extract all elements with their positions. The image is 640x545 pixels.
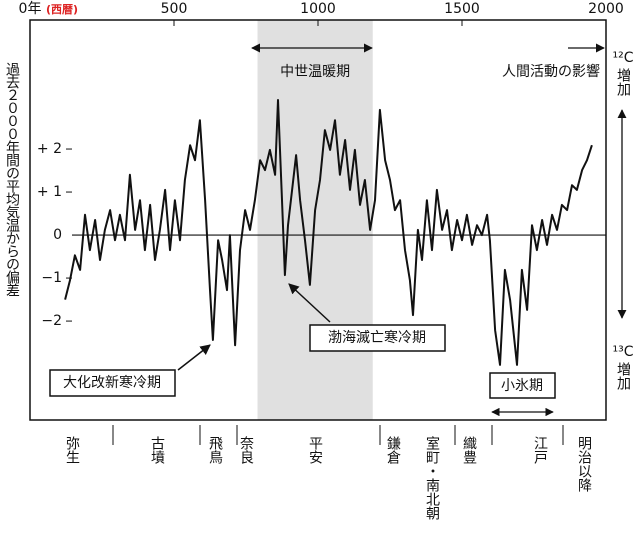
era-label: 飛鳥 <box>207 436 223 464</box>
annotation: 大化改新寒冷期 <box>63 374 161 391</box>
x-tick-label: 0年 <box>19 1 42 17</box>
x-note: (西暦) <box>46 3 78 16</box>
era-label: 奈良 <box>238 436 254 464</box>
x-tick-label: 2000 <box>588 1 624 17</box>
band-label: 中世温暖期 <box>280 64 350 80</box>
y-tick-label: + 1 <box>37 184 62 200</box>
arrow <box>288 283 331 323</box>
era-label: 古墳 <box>149 436 165 464</box>
y-tick-label: −1 <box>41 270 62 286</box>
right-label: 増加 <box>615 362 631 391</box>
annotation-box <box>309 324 446 352</box>
y-tick-label: −2 <box>41 313 62 329</box>
annotation: 小氷期 <box>501 378 543 394</box>
annotation: 渤海滅亡寒冷期 <box>328 329 426 346</box>
era-label: 室町・南北朝 <box>424 435 440 521</box>
annotation-box <box>489 372 556 399</box>
era-label: 明治以降 <box>576 436 592 492</box>
annotation-box <box>49 369 176 397</box>
right-label: ¹³C <box>613 344 634 360</box>
era-label: 織豊 <box>461 436 477 464</box>
y-tick-label: + 2 <box>37 141 62 157</box>
y-axis-label: 過去２０００年間の平均気温からの偏差 <box>4 62 20 296</box>
y-tick-label: 0 <box>53 227 62 243</box>
x-tick-label: 1000 <box>300 1 336 17</box>
era-label: 弥生 <box>64 435 80 464</box>
x-tick-label: 1500 <box>444 1 480 17</box>
arrow <box>177 344 211 371</box>
temperature-line <box>64 99 593 366</box>
era-label: 鎌倉 <box>385 436 401 465</box>
era-label: 江戸 <box>532 436 548 464</box>
annotation: 人間活動の影響 <box>502 63 600 80</box>
right-label: ¹²C <box>613 50 634 66</box>
era-label: 平安 <box>307 436 323 464</box>
right-label: 増加 <box>615 68 631 97</box>
x-tick-label: 500 <box>161 1 188 17</box>
